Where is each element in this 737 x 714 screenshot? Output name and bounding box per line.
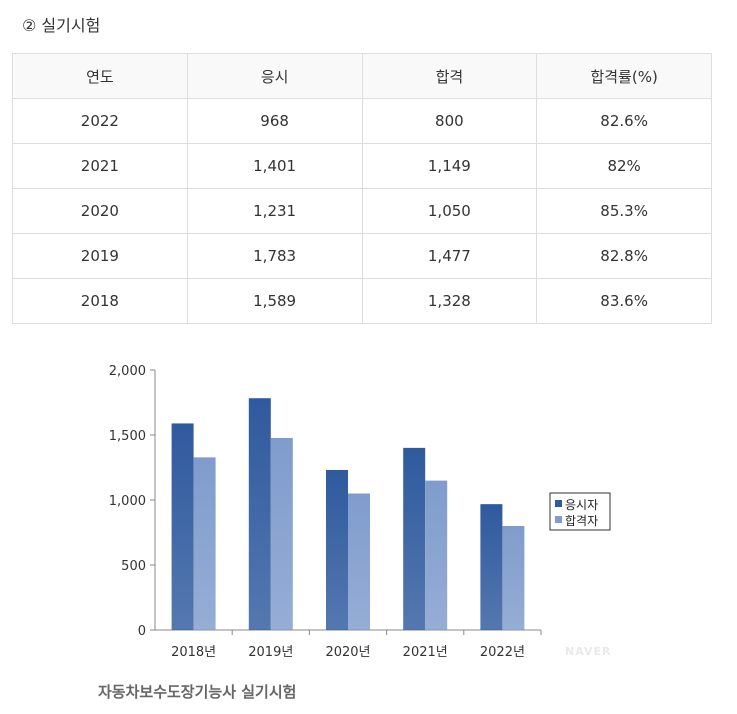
y-tick-label: 0 <box>138 624 146 639</box>
bar-applicants <box>480 504 503 630</box>
legend-label: 응시자 <box>565 498 598 512</box>
cell-applicants: 1,401 <box>186 143 363 189</box>
table-row: 2022 968 800 82.6% <box>12 98 712 144</box>
y-tick-label: 1,000 <box>109 494 146 509</box>
bar-applicants <box>248 398 271 630</box>
legend-box <box>549 492 611 531</box>
x-tick-label: 2022년 <box>480 645 525 660</box>
cell-year: 2018 <box>12 278 188 324</box>
x-tick-label: 2020년 <box>325 645 370 660</box>
bar-passed <box>193 457 216 630</box>
cell-year: 2022 <box>12 98 188 144</box>
cell-applicants: 968 <box>186 98 363 144</box>
header-year: 연도 <box>12 53 188 99</box>
table-row: 2020 1,231 1,050 85.3% <box>12 188 712 234</box>
section-title: ② 실기시험 <box>22 16 101 35</box>
bar-applicants <box>326 469 348 630</box>
cell-pass-rate: 82.8% <box>536 233 712 279</box>
header-applicants: 응시 <box>186 53 363 99</box>
legend-swatch <box>555 500 562 507</box>
y-tick-label: 1,500 <box>109 429 146 444</box>
cell-year: 2019 <box>12 233 188 279</box>
legend-label: 합격자 <box>565 514 598 528</box>
results-table: 연도 응시 합격 합격률(%) 2022 968 800 82.6% 2021 … <box>12 53 712 324</box>
cell-passed: 800 <box>361 98 538 144</box>
bar-passed <box>502 526 525 630</box>
cell-passed: 1,477 <box>361 233 538 279</box>
table-row: 2021 1,401 1,149 82% <box>12 143 712 189</box>
table-row: 2018 1,589 1,328 83.6% <box>12 278 712 324</box>
cell-pass-rate: 85.3% <box>536 188 712 234</box>
bar-applicants <box>403 447 426 630</box>
legend-swatch <box>555 516 562 523</box>
x-tick-label: 2021년 <box>403 645 448 660</box>
cell-year: 2020 <box>12 188 188 234</box>
y-tick-label: 500 <box>121 559 146 574</box>
bar-passed <box>270 437 293 630</box>
bar-chart: 0 500 1,000 1,500 2,000 2018년 2019년 2020년 2021년 2… <box>109 364 611 660</box>
y-tick-label: 2,000 <box>109 364 146 379</box>
cell-applicants: 1,783 <box>186 233 363 279</box>
bar-passed <box>425 480 448 630</box>
table-row: 2019 1,783 1,477 82.8% <box>12 233 712 279</box>
x-tick-label: 2019년 <box>248 645 293 660</box>
cell-passed: 1,328 <box>361 278 538 324</box>
cell-year: 2021 <box>12 143 188 189</box>
cell-pass-rate: 83.6% <box>536 278 712 324</box>
cell-pass-rate: 82.6% <box>536 98 712 144</box>
x-tick-label: 2018년 <box>171 645 216 660</box>
cell-applicants: 1,589 <box>186 278 363 324</box>
cell-passed: 1,050 <box>361 188 538 234</box>
cell-applicants: 1,231 <box>186 188 363 234</box>
header-pass-rate: 합격률(%) <box>536 53 712 99</box>
naver-watermark: NAVER <box>565 645 612 658</box>
cell-passed: 1,149 <box>361 143 538 189</box>
table-header-row: 연도 응시 합격 합격률(%) <box>12 53 712 99</box>
chart-caption: 자동차보수도장기능사 실기시험 <box>98 683 297 701</box>
header-passed: 합격 <box>361 53 538 99</box>
bar-passed <box>348 493 370 630</box>
bar-applicants <box>171 423 194 630</box>
cell-pass-rate: 82% <box>536 143 712 189</box>
